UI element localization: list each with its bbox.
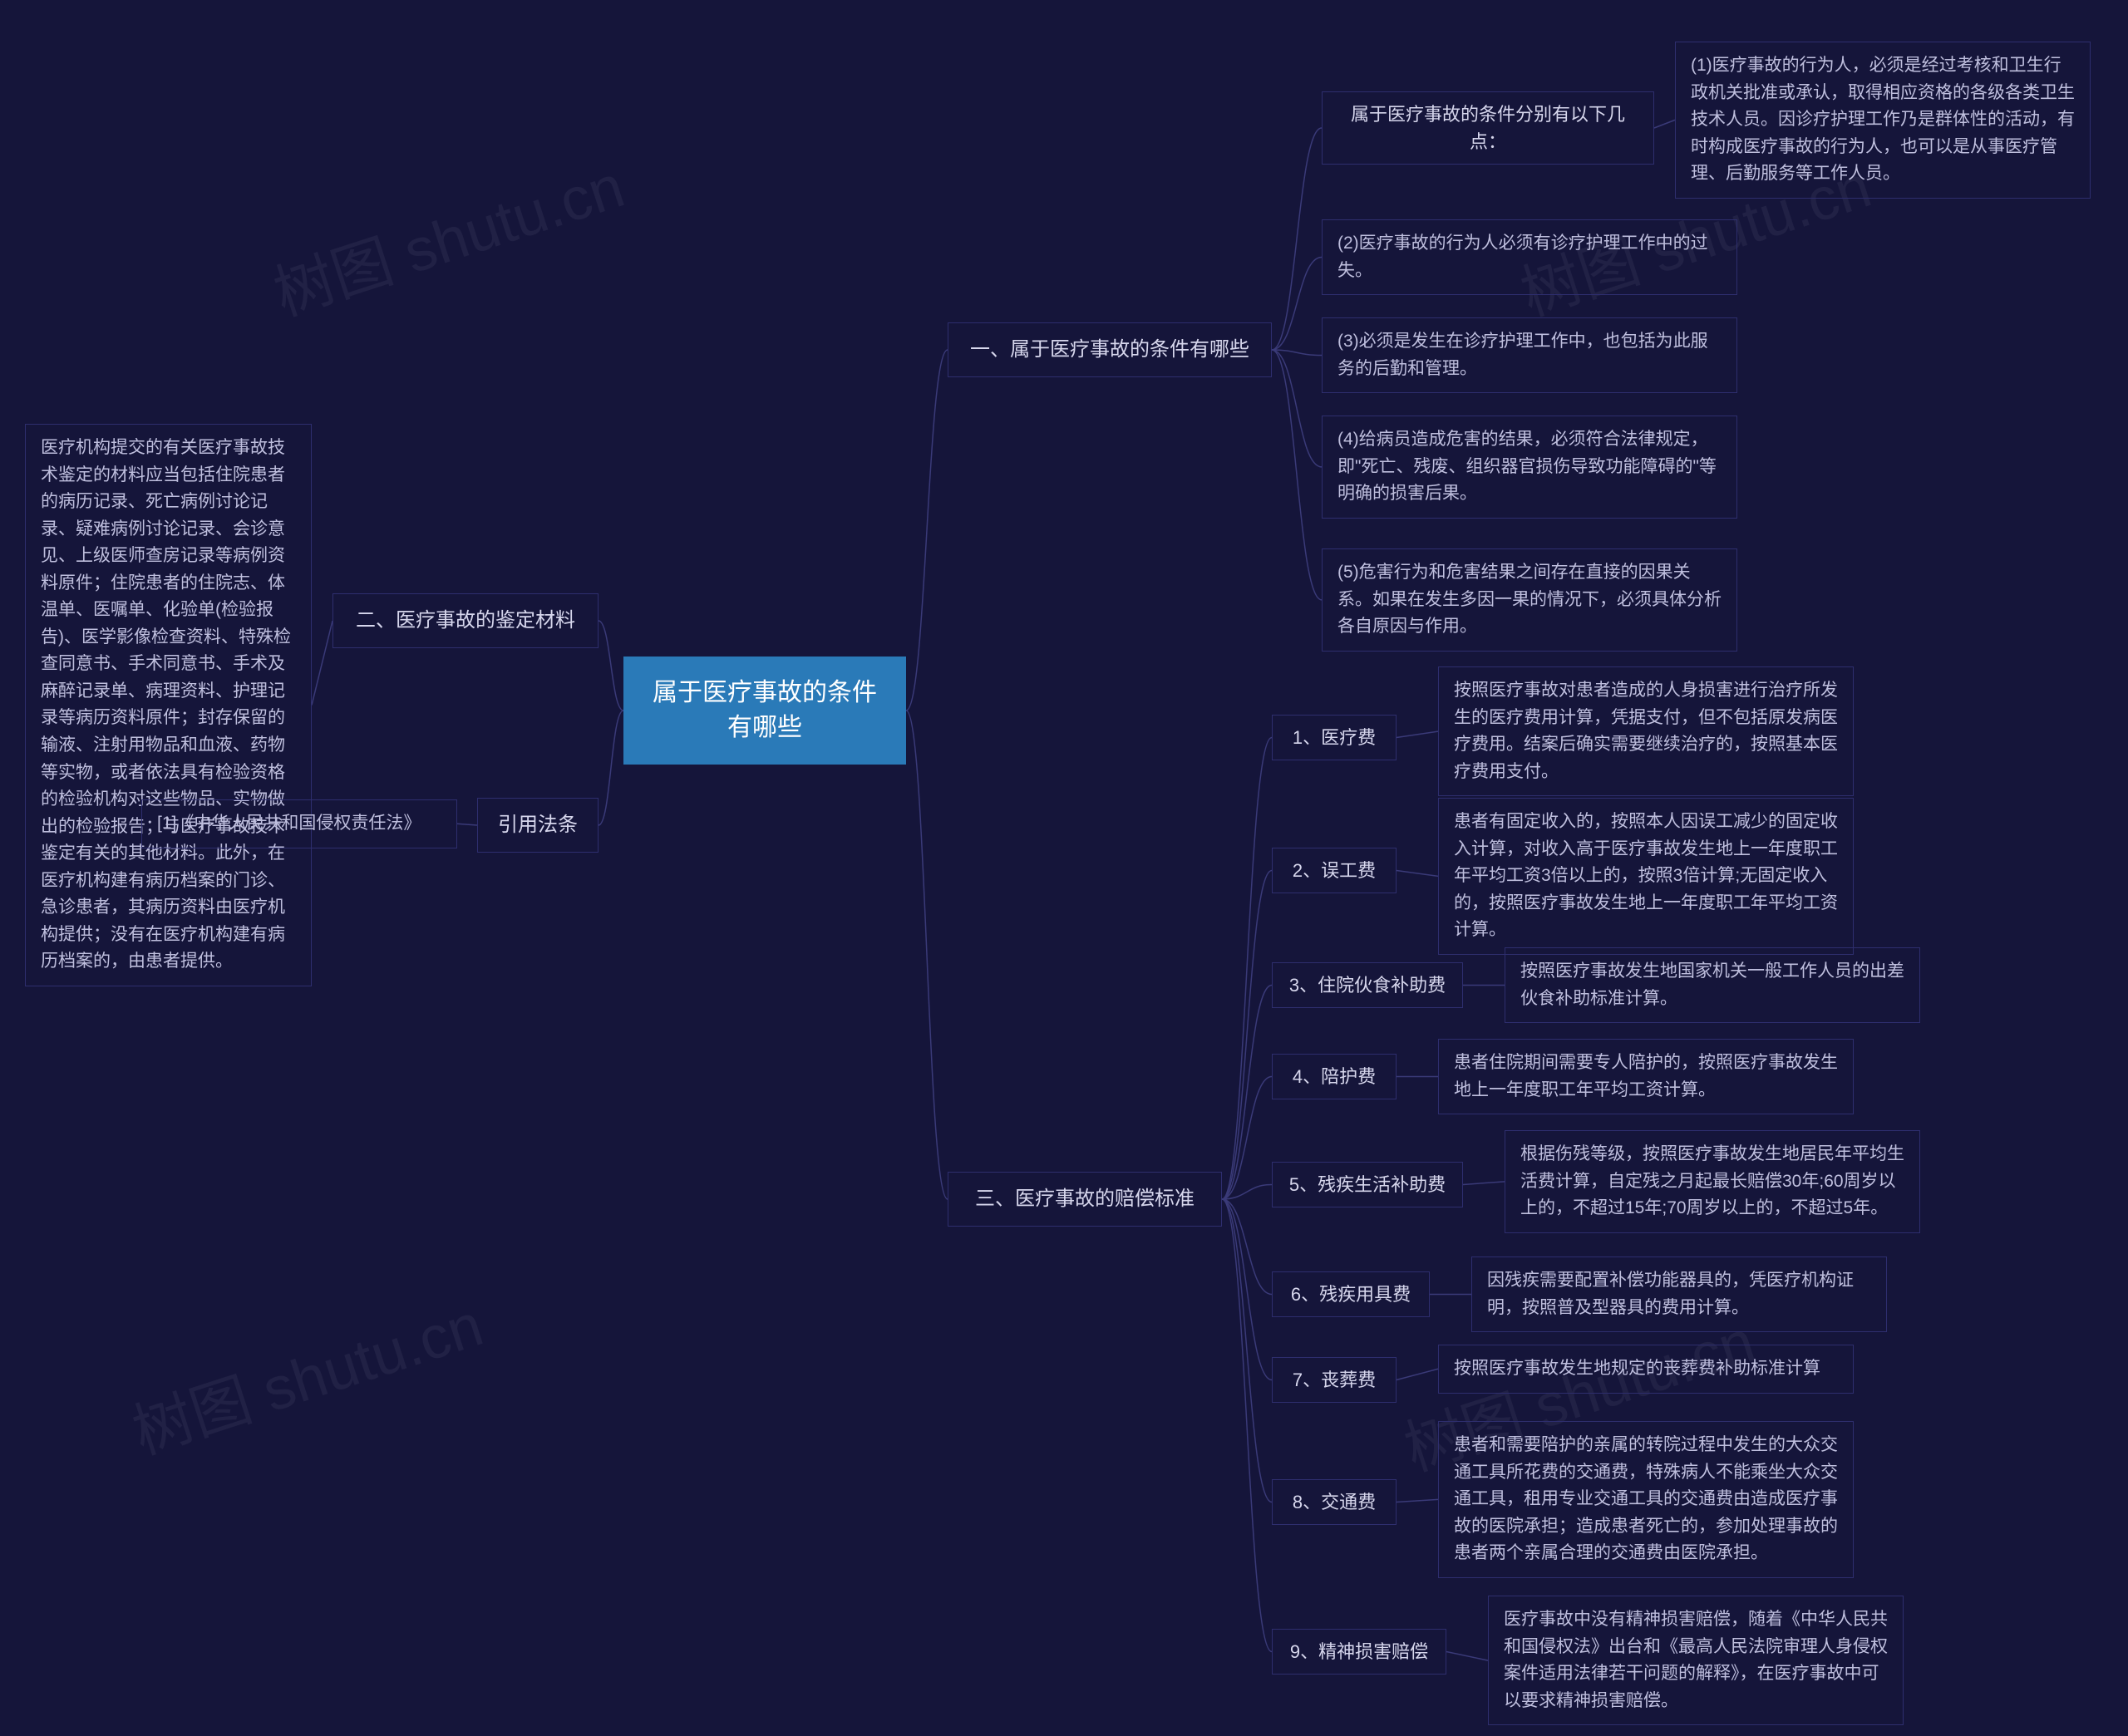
- leaf-condition-4: (4)给病员造成危害的结果，必须符合法律规定，即"死亡、残废、组织器官损伤导致功…: [1322, 416, 1737, 519]
- sub-comp-6[interactable]: 6、残疾用具费: [1272, 1271, 1430, 1317]
- sub-comp-2[interactable]: 2、误工费: [1272, 848, 1396, 893]
- sub-comp-4[interactable]: 4、陪护费: [1272, 1054, 1396, 1099]
- sub-comp-5[interactable]: 5、残疾生活补助费: [1272, 1162, 1463, 1207]
- sub-conditions-intro[interactable]: 属于医疗事故的条件分别有以下几点：: [1322, 91, 1654, 165]
- leaf-comp-5: 根据伤残等级，按照医疗事故发生地居民年平均生活费计算，自定残之月起最长赔偿30年…: [1505, 1130, 1920, 1233]
- watermark: 树图 shutu.cn: [261, 137, 633, 332]
- leaf-comp-1: 按照医疗事故对患者造成的人身损害进行治疗所发生的医疗费用计算，凭据支付，但不包括…: [1438, 666, 1854, 796]
- branch-compensation[interactable]: 三、医疗事故的赔偿标准: [948, 1172, 1222, 1227]
- root-node[interactable]: 属于医疗事故的条件有哪些: [623, 657, 906, 765]
- leaf-comp-7: 按照医疗事故发生地规定的丧葬费补助标准计算: [1438, 1345, 1854, 1394]
- leaf-materials-detail: 医疗机构提交的有关医疗事故技术鉴定的材料应当包括住院患者的病历记录、死亡病例讨论…: [25, 424, 312, 986]
- leaf-condition-1: (1)医疗事故的行为人，必须是经过考核和卫生行政机关批准或承认，取得相应资格的各…: [1675, 42, 2091, 199]
- branch-materials[interactable]: 二、医疗事故的鉴定材料: [332, 593, 598, 648]
- leaf-comp-3: 按照医疗事故发生地国家机关一般工作人员的出差伙食补助标准计算。: [1505, 947, 1920, 1023]
- sub-comp-3[interactable]: 3、住院伙食补助费: [1272, 962, 1463, 1008]
- leaf-comp-8: 患者和需要陪护的亲属的转院过程中发生的大众交通工具所花费的交通费，特殊病人不能乘…: [1438, 1421, 1854, 1578]
- sub-comp-1[interactable]: 1、医疗费: [1272, 715, 1396, 760]
- leaf-comp-6: 因残疾需要配置补偿功能器具的，凭医疗机构证明，按照普及型器具的费用计算。: [1471, 1257, 1887, 1332]
- leaf-condition-2: (2)医疗事故的行为人必须有诊疗护理工作中的过失。: [1322, 219, 1737, 295]
- watermark: 树图 shutu.cn: [120, 1276, 491, 1471]
- sub-comp-9[interactable]: 9、精神损害赔偿: [1272, 1629, 1446, 1675]
- leaf-citation-detail: [1]《中华人民共和国侵权责任法》: [141, 799, 457, 848]
- leaf-condition-5: (5)危害行为和危害结果之间存在直接的因果关系。如果在发生多因一果的情况下，必须…: [1322, 548, 1737, 652]
- sub-comp-8[interactable]: 8、交通费: [1272, 1479, 1396, 1525]
- leaf-condition-3: (3)必须是发生在诊疗护理工作中，也包括为此服务的后勤和管理。: [1322, 317, 1737, 393]
- leaf-comp-9: 医疗事故中没有精神损害赔偿，随着《中华人民共和国侵权法》出台和《最高人民法院审理…: [1488, 1596, 1904, 1725]
- branch-citation[interactable]: 引用法条: [477, 798, 598, 853]
- leaf-comp-4: 患者住院期间需要专人陪护的，按照医疗事故发生地上一年度职工年平均工资计算。: [1438, 1039, 1854, 1114]
- branch-conditions[interactable]: 一、属于医疗事故的条件有哪些: [948, 322, 1272, 377]
- leaf-comp-2: 患者有固定收入的，按照本人因误工减少的固定收入计算，对收入高于医疗事故发生地上一…: [1438, 798, 1854, 955]
- sub-comp-7[interactable]: 7、丧葬费: [1272, 1357, 1396, 1403]
